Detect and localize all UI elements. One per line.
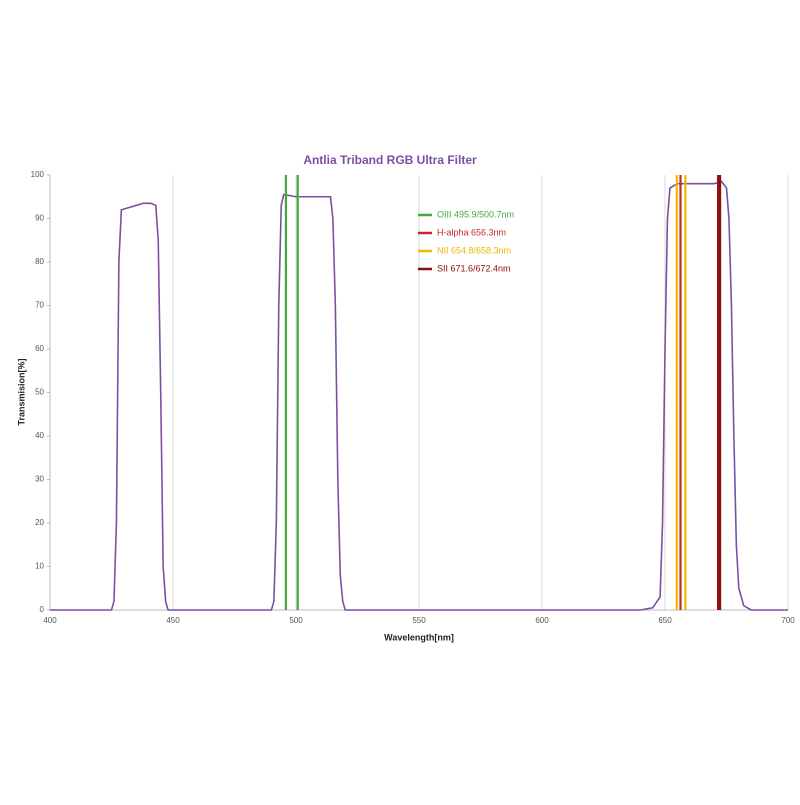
y-tick-label: 10 (35, 562, 44, 571)
y-axis-title: Transmision[%] (16, 358, 26, 425)
y-tick-label: 60 (35, 344, 44, 353)
y-tick-label: 70 (35, 301, 44, 310)
y-tick-label: 50 (35, 388, 44, 397)
x-tick-label: 600 (535, 616, 549, 625)
legend-label: OIII 495.9/500.7nm (437, 209, 514, 219)
chart-title: Antlia Triband RGB Ultra Filter (303, 153, 477, 167)
legend-label: NII 654.8/658.3nm (437, 245, 511, 255)
x-tick-label: 550 (412, 616, 426, 625)
legend-label: H-alpha 656.3nm (437, 227, 506, 237)
y-tick-label: 80 (35, 257, 44, 266)
x-tick-label: 650 (658, 616, 672, 625)
legend-label: SII 671.6/672.4nm (437, 263, 511, 273)
x-tick-label: 450 (166, 616, 180, 625)
y-tick-label: 20 (35, 518, 44, 527)
x-tick-label: 500 (289, 616, 303, 625)
y-tick-label: 90 (35, 214, 44, 223)
transmission-line (50, 180, 788, 611)
y-tick-label: 40 (35, 431, 44, 440)
x-tick-label: 400 (43, 616, 57, 625)
x-axis-title: Wavelength[nm] (384, 632, 454, 642)
y-tick-label: 30 (35, 475, 44, 484)
x-tick-label: 700 (781, 616, 795, 625)
y-tick-label: 100 (31, 170, 45, 179)
y-tick-label: 0 (40, 605, 45, 614)
